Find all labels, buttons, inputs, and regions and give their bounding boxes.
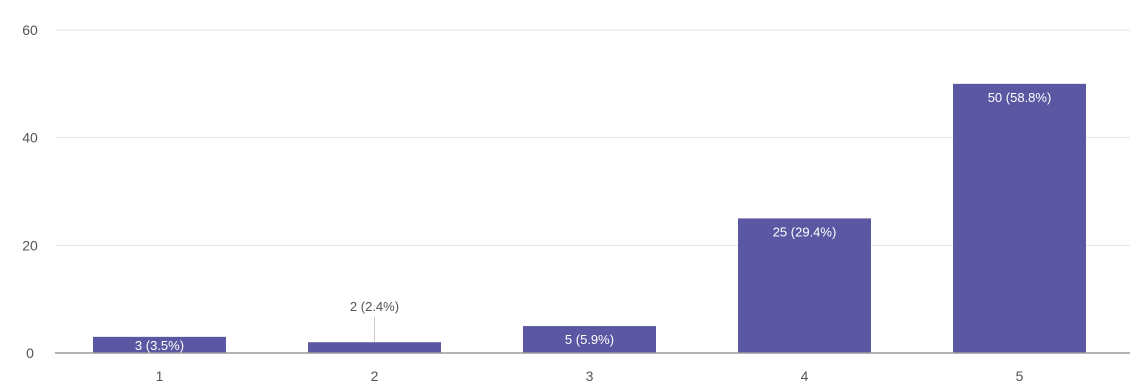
y-tick-label-20: 20: [22, 237, 38, 253]
bar-4: [738, 218, 871, 353]
x-tick-label-1: 1: [156, 368, 164, 384]
x-tick-label-2: 2: [371, 368, 379, 384]
y-tick-label-60: 60: [22, 22, 38, 38]
x-tick-label-3: 3: [586, 368, 594, 384]
data-label-4: 25 (29.4%): [773, 224, 837, 239]
bar-2: [308, 342, 441, 353]
bar-1: [93, 336, 226, 353]
data-label-2: 2 (2.4%): [350, 299, 399, 314]
bars: [93, 83, 1086, 353]
x-tick-label-5: 5: [1016, 368, 1024, 384]
x-tick-label-4: 4: [801, 368, 809, 384]
gridlines: [55, 29, 1130, 246]
labels: 0 20 40 60 1 3 (3.5%) 2 2 (2.4%) 3 5 (5.9%) 4 25 (2…: [22, 22, 1051, 384]
y-tick-label-40: 40: [22, 130, 38, 146]
data-label-1: 3 (3.5%): [135, 338, 184, 353]
bar-3: [523, 326, 656, 353]
data-label-3: 5 (5.9%): [565, 332, 614, 347]
bar-5: [953, 83, 1086, 353]
data-label-5: 50 (58.8%): [988, 90, 1052, 105]
y-tick-label-0: 0: [26, 345, 34, 361]
